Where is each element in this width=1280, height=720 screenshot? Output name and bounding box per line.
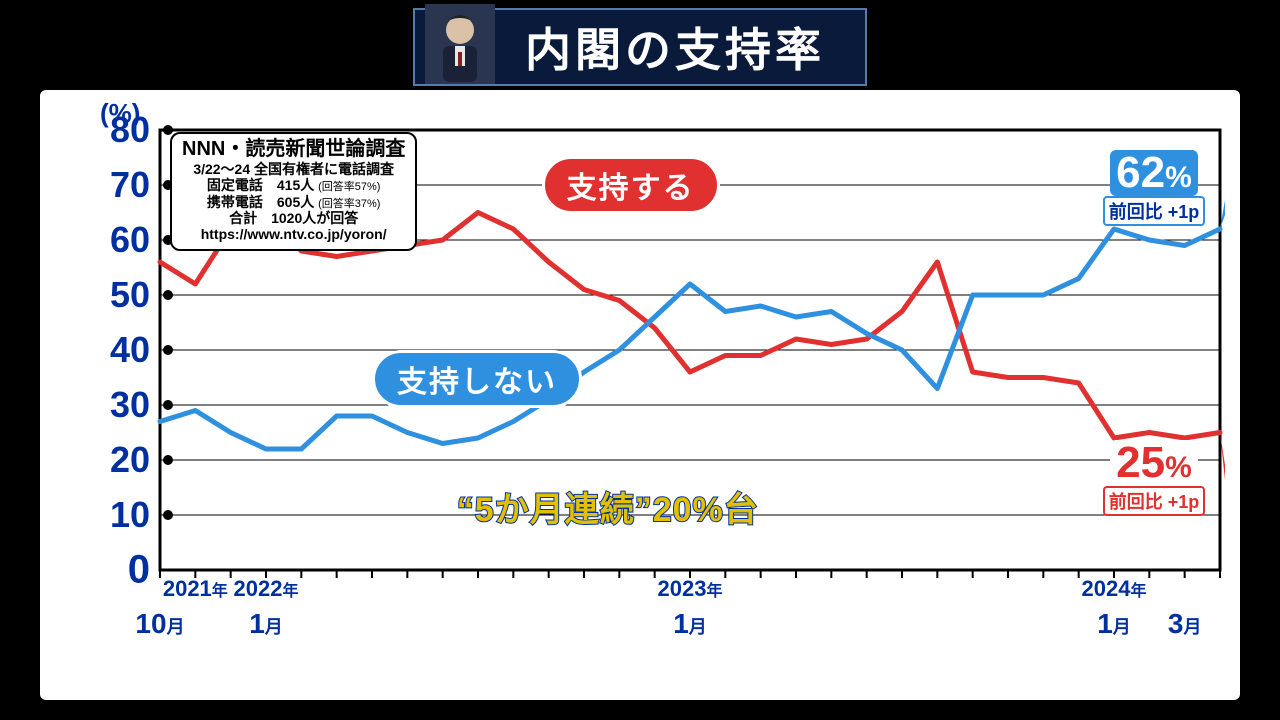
legend-pill-disapprove: 支持しない [372,350,582,408]
y-axis-label: 60 [110,219,150,261]
callout-value: 62 [1116,148,1165,197]
y-axis-label: 50 [110,274,150,316]
x-axis-month-label: 1月 [1097,608,1131,640]
source-line: 携帯電話 605人 (回答率37%) [182,194,405,211]
callout-sub: 前回比 +1p [1103,486,1206,516]
y-axis-label: 80 [110,109,150,151]
y-axis-label: 10 [110,494,150,536]
chart-plot-area: NNN・読売新聞世論調査 3/22～24 全国有権者に電話調査 固定電話 415… [160,130,1220,570]
source-title: NNN・読売新聞世論調査 [182,138,405,161]
y-axis-label: 30 [110,384,150,426]
callout-disapprove: 62% 前回比 +1p [1074,150,1234,226]
survey-source-box: NNN・読売新聞世論調査 3/22～24 全国有権者に電話調査 固定電話 415… [170,132,417,251]
page-title: 内閣の支持率 [525,14,825,80]
x-axis-year-label: 2022年 [234,576,299,602]
portrait-placeholder [425,4,495,84]
source-line: 合計 1020人が回答 [182,210,405,226]
x-axis-month-label: 1月 [673,608,707,640]
source-line: 固定電話 415人 (回答率57%) [182,177,405,194]
callout-sub: 前回比 +1p [1103,196,1206,226]
x-axis-month-label: 3月 [1168,608,1202,640]
source-url: https://www.ntv.co.jp/yoron/ [182,226,405,242]
x-axis-month-label: 10月 [135,608,184,640]
y-axis-label: 0 [128,548,150,593]
y-axis-label: 70 [110,164,150,206]
x-axis-year-label: 2021年 [163,576,228,602]
callout-support: 25% 前回比 +1p [1074,440,1234,516]
y-axis-label: 20 [110,439,150,481]
callout-value: 25 [1116,438,1165,487]
annotation-text: “5か月連続”20%台 [457,482,759,531]
x-axis-month-label: 1月 [249,608,283,640]
title-banner: 内閣の支持率 [413,8,867,86]
legend-pill-support: 支持する [542,156,720,214]
y-axis-label: 40 [110,329,150,371]
x-axis-year-label: 2023年 [658,576,723,602]
source-line: 3/22～24 全国有権者に電話調査 [182,161,405,177]
chart-panel: (%) NNN・読売新聞世論調査 3/22～24 全国有権者に電話調査 固定電話… [40,90,1240,700]
x-axis-year-label: 2024年 [1082,576,1147,602]
